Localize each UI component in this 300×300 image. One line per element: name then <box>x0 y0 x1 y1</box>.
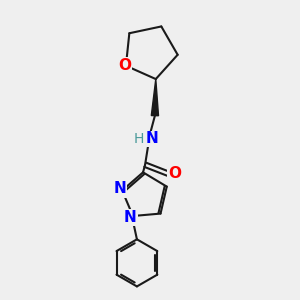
Text: O: O <box>118 58 131 73</box>
Text: H: H <box>134 132 144 146</box>
Polygon shape <box>151 79 158 116</box>
Text: N: N <box>113 182 126 196</box>
Text: N: N <box>124 210 137 225</box>
Text: N: N <box>146 131 159 146</box>
Text: O: O <box>168 166 181 181</box>
